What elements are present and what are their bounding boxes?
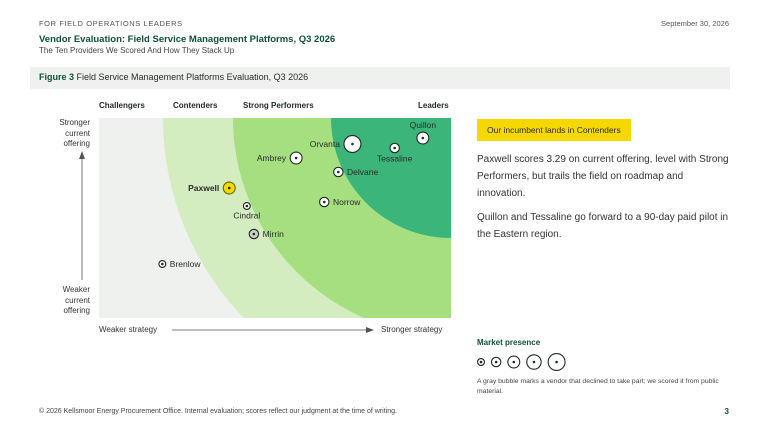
summary-paragraph-2: Quillon and Tessaline go forward to a 90… [477,212,729,240]
report-date: September 30, 2026 [661,19,729,28]
presence-legend-bubble-4-dot [532,360,536,364]
page-number: 3 [724,407,729,416]
vendor-point-cindral-dot [245,204,249,208]
vendor-point-delvane-dot [337,170,340,174]
y-axis-arrowhead [79,151,85,159]
presence-legend-bubble-4 [526,354,542,370]
vendor-label-tessaline: Tessaline [377,154,413,164]
y-axis-label-top: Stronger current offering [59,118,90,148]
presence-legend-bubble-2-dot [494,360,498,364]
vendor-point-mirrin [248,228,260,240]
figure-label: Figure 3 [39,72,75,82]
vendor-label-norrow: Norrow [333,197,361,207]
vendor-label-ambrey: Ambrey [257,153,287,163]
x-axis-label-left: Weaker strategy [99,325,158,334]
vendor-point-orvanta-dot [351,142,354,146]
presence-legend [476,352,566,371]
x-axis-label-right: Stronger strategy [381,325,443,334]
vendor-label-paxwell: Paxwell [188,183,219,193]
vendor-point-ambrey-dot [294,156,298,160]
report-title: Vendor Evaluation: Field Service Managem… [39,34,336,45]
x-axis-arrowhead [366,327,374,333]
vendor-point-orvanta [343,135,362,154]
presence-legend-bubble-5 [547,352,566,371]
vendor-point-quillon [416,131,430,145]
vendor-point-quillon-dot [421,136,425,140]
zone-bands [99,118,451,318]
presence-legend-bubble-2 [490,356,502,368]
zone-label-leaders: Leaders [418,101,449,110]
zone-label-contenders: Contenders [173,101,218,110]
vendor-label-mirrin: Mirrin [263,229,285,239]
callout-badge: Our incumbent lands in Contenders [477,119,631,141]
presence-legend-bubble-1-dot [479,360,483,364]
vendor-points: Quillon Orvanta Tessaline Ambrey Delvane Paxw… [158,120,437,269]
vendor-point-brenlow-dot [161,262,164,266]
vendor-point-tessaline-dot [393,146,396,150]
vendor-point-cindral [242,202,251,211]
vendor-point-norrow-dot [322,200,326,204]
vendor-point-paxwell-dot [227,186,231,190]
vendor-label-delvane: Delvane [347,167,378,177]
zone-label-challengers: Challengers [99,101,145,110]
figure-caption: Figure 3 Field Service Management Platfo… [39,72,308,82]
figure-caption-bar: Figure 3 Field Service Management Platfo… [30,67,730,89]
report-subtitle: The Ten Providers We Scored And How They… [39,46,235,55]
vendor-label-brenlow: Brenlow [170,259,202,269]
vendor-point-norrow [319,196,330,208]
axis-arrows [79,151,374,333]
market-presence-note: A gray bubble marks a vendor that declin… [477,378,719,395]
vendor-point-brenlow [158,259,167,268]
presence-legend-bubble-3-dot [512,360,516,364]
vendor-point-paxwell [222,181,236,195]
presence-legend-bubble-5-dot [555,360,558,364]
zone-leaders-band [331,118,451,238]
y-axis-label-bottom: Weaker current offering [62,285,90,315]
vendor-point-ambrey [289,151,303,165]
vendor-label-cindral: Cindral [233,210,260,220]
report-kicker: FOR FIELD OPERATIONS LEADERS [39,19,183,28]
footer-text: © 2026 Kellsmoor Energy Procurement Offi… [39,408,397,415]
vendor-point-delvane [333,166,344,178]
presence-legend-bubble-3 [507,355,521,369]
vendor-point-mirrin-dot [252,232,256,236]
summary-paragraph-1: Paxwell scores 3.29 on current offering,… [477,154,729,199]
zone-label-strong-performers: Strong Performers [243,101,314,110]
figure-caption-text: Field Service Management Platforms Evalu… [76,72,309,82]
presence-legend-bubble-1 [476,357,485,366]
vendor-point-tessaline [389,142,400,154]
vendor-label-orvanta: Orvanta [310,139,341,149]
vendor-label-quillon: Quillon [410,120,437,130]
market-presence-title: Market presence [477,338,541,347]
